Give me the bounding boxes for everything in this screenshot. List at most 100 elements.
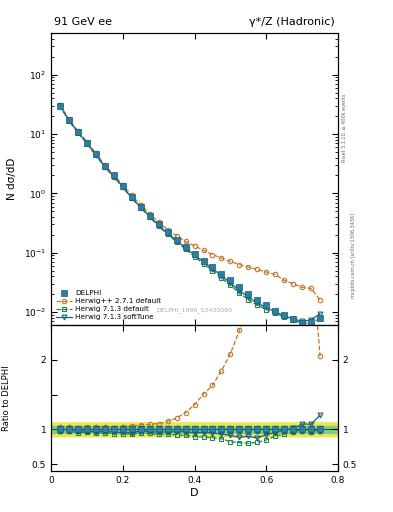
DELPHI <box>138 203 143 209</box>
Herwig 7.1.3 default <box>183 246 188 252</box>
Herwig 7.1.3 softTune <box>264 304 268 310</box>
X-axis label: D: D <box>190 487 199 498</box>
DELPHI <box>75 129 80 135</box>
Herwig 7.1.3 softTune <box>183 245 188 251</box>
Line: Herwig++ 2.7.1 default: Herwig++ 2.7.1 default <box>58 103 322 302</box>
Herwig 7.1.3 softTune <box>219 272 224 279</box>
DELPHI <box>112 173 116 179</box>
Herwig++ 2.7.1 default <box>210 251 215 258</box>
Herwig++ 2.7.1 default <box>192 243 197 249</box>
DELPHI <box>58 103 62 109</box>
DELPHI <box>264 302 268 308</box>
Herwig++ 2.7.1 default <box>120 182 125 188</box>
DELPHI <box>103 163 107 169</box>
Line: Herwig 7.1.3 default: Herwig 7.1.3 default <box>58 104 322 325</box>
DELPHI <box>201 258 206 264</box>
DELPHI <box>174 237 179 243</box>
Herwig 7.1.3 softTune <box>120 184 125 190</box>
Herwig 7.1.3 default <box>219 274 224 281</box>
Herwig 7.1.3 default <box>228 283 233 289</box>
Herwig++ 2.7.1 default <box>165 226 170 232</box>
Herwig 7.1.3 default <box>112 174 116 180</box>
DELPHI <box>219 271 224 277</box>
Herwig 7.1.3 default <box>75 130 80 136</box>
Herwig 7.1.3 default <box>246 297 251 303</box>
Herwig 7.1.3 softTune <box>273 309 277 315</box>
DELPHI <box>84 139 89 145</box>
DELPHI <box>282 312 286 318</box>
Y-axis label: N dσ/dD: N dσ/dD <box>7 158 17 200</box>
Herwig++ 2.7.1 default <box>75 128 80 134</box>
Line: Herwig 7.1.3 softTune: Herwig 7.1.3 softTune <box>58 103 323 324</box>
Herwig 7.1.3 softTune <box>129 195 134 201</box>
Herwig 7.1.3 softTune <box>103 163 107 169</box>
Herwig 7.1.3 softTune <box>156 222 161 228</box>
Herwig++ 2.7.1 default <box>174 233 179 239</box>
Herwig 7.1.3 softTune <box>165 230 170 237</box>
Herwig 7.1.3 softTune <box>201 259 206 265</box>
Herwig++ 2.7.1 default <box>273 271 277 278</box>
DELPHI <box>210 264 215 270</box>
DELPHI <box>183 244 188 250</box>
Herwig 7.1.3 default <box>264 307 268 313</box>
Herwig 7.1.3 softTune <box>58 103 62 109</box>
DELPHI <box>318 315 322 322</box>
Text: Rivet 3.1.10, ≥ 400k events: Rivet 3.1.10, ≥ 400k events <box>342 94 346 162</box>
Herwig++ 2.7.1 default <box>156 219 161 225</box>
Herwig 7.1.3 softTune <box>147 214 152 220</box>
Herwig 7.1.3 default <box>192 253 197 260</box>
Herwig 7.1.3 softTune <box>67 117 72 123</box>
Line: DELPHI: DELPHI <box>57 103 323 326</box>
Herwig++ 2.7.1 default <box>309 285 314 291</box>
Herwig++ 2.7.1 default <box>147 211 152 217</box>
Herwig 7.1.3 default <box>147 214 152 220</box>
DELPHI <box>228 278 233 284</box>
Herwig 7.1.3 default <box>210 267 215 273</box>
Herwig 7.1.3 default <box>58 103 62 109</box>
DELPHI <box>147 212 152 219</box>
Herwig 7.1.3 default <box>174 239 179 245</box>
Herwig++ 2.7.1 default <box>291 281 296 287</box>
Legend: DELPHI, Herwig++ 2.7.1 default, Herwig 7.1.3 default, Herwig 7.1.3 softTune: DELPHI, Herwig++ 2.7.1 default, Herwig 7… <box>55 289 162 322</box>
Herwig 7.1.3 default <box>201 261 206 267</box>
Herwig 7.1.3 softTune <box>75 129 80 135</box>
Herwig 7.1.3 default <box>165 231 170 238</box>
Herwig 7.1.3 softTune <box>237 287 242 293</box>
Text: DELPHI_1996_S3430090: DELPHI_1996_S3430090 <box>156 308 233 313</box>
Herwig 7.1.3 softTune <box>300 318 305 324</box>
Herwig++ 2.7.1 default <box>318 297 322 303</box>
Herwig++ 2.7.1 default <box>183 238 188 244</box>
Herwig 7.1.3 softTune <box>138 204 143 210</box>
Herwig 7.1.3 softTune <box>84 140 89 146</box>
Herwig++ 2.7.1 default <box>112 172 116 178</box>
DELPHI <box>291 316 296 323</box>
Herwig 7.1.3 default <box>103 164 107 170</box>
Herwig 7.1.3 default <box>318 315 322 322</box>
DELPHI <box>67 117 72 123</box>
Herwig 7.1.3 default <box>300 320 305 326</box>
Herwig 7.1.3 default <box>282 314 286 320</box>
DELPHI <box>192 251 197 257</box>
Herwig++ 2.7.1 default <box>282 278 286 284</box>
Herwig++ 2.7.1 default <box>129 193 134 199</box>
Herwig 7.1.3 default <box>67 118 72 124</box>
DELPHI <box>237 284 242 290</box>
Herwig 7.1.3 softTune <box>291 316 296 322</box>
Herwig 7.1.3 softTune <box>192 252 197 258</box>
Y-axis label: Ratio to DELPHI: Ratio to DELPHI <box>2 365 11 431</box>
Text: 91 GeV ee: 91 GeV ee <box>54 17 112 28</box>
Herwig 7.1.3 softTune <box>210 265 215 271</box>
Herwig 7.1.3 softTune <box>94 152 98 158</box>
Herwig 7.1.3 default <box>291 317 296 324</box>
Herwig 7.1.3 softTune <box>282 312 286 318</box>
Herwig 7.1.3 default <box>156 223 161 229</box>
Herwig 7.1.3 softTune <box>246 294 251 300</box>
Herwig 7.1.3 softTune <box>228 280 233 286</box>
Herwig++ 2.7.1 default <box>255 266 260 272</box>
DELPHI <box>129 194 134 200</box>
Text: mcplots.cern.ch [arXiv:1306.3436]: mcplots.cern.ch [arXiv:1306.3436] <box>351 214 356 298</box>
Herwig++ 2.7.1 default <box>300 284 305 290</box>
Herwig 7.1.3 default <box>255 302 260 308</box>
Herwig++ 2.7.1 default <box>219 255 224 261</box>
Herwig 7.1.3 softTune <box>174 238 179 244</box>
